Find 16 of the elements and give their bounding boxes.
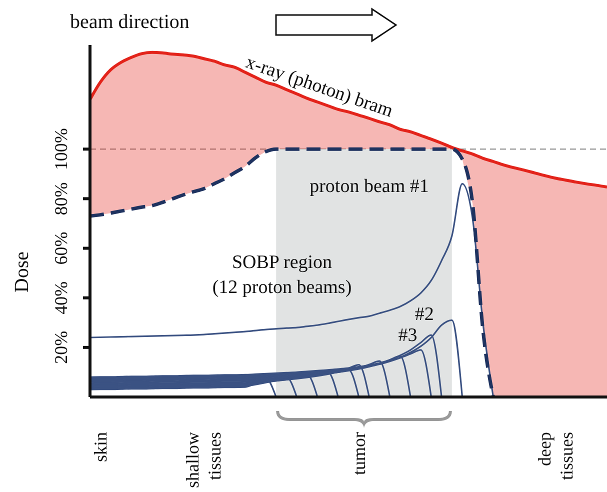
y-tick-label: 100% xyxy=(51,128,71,170)
y-tick-label: 80% xyxy=(51,182,71,216)
x-tick-label: deep tissues xyxy=(534,432,576,480)
series-label: #3 xyxy=(398,325,418,346)
y-tick-label: 40% xyxy=(51,281,71,314)
y-tick-label: 60% xyxy=(51,232,71,265)
y-tick-label: 20% xyxy=(51,330,71,364)
annotation: SOBP region xyxy=(232,252,333,273)
x-tick-label: skin xyxy=(90,432,110,462)
annotation: (12 proton beams) xyxy=(212,277,352,298)
x-tick-label: tumor xyxy=(348,432,369,475)
series-label: proton beam #1 xyxy=(310,176,429,197)
series-label: #2 xyxy=(414,304,434,326)
y-axis-title: Dose xyxy=(11,251,33,293)
chart-title: beam direction xyxy=(70,11,190,33)
x-tick-label: shallow tissues xyxy=(182,432,225,488)
